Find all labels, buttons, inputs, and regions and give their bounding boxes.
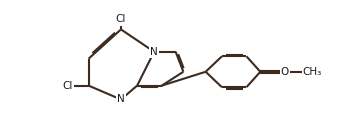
Text: Cl: Cl <box>116 14 126 24</box>
Text: N: N <box>117 95 125 104</box>
Text: N: N <box>150 47 158 57</box>
Text: O: O <box>281 67 289 77</box>
Text: Cl: Cl <box>63 81 73 91</box>
Text: CH₃: CH₃ <box>303 67 322 77</box>
